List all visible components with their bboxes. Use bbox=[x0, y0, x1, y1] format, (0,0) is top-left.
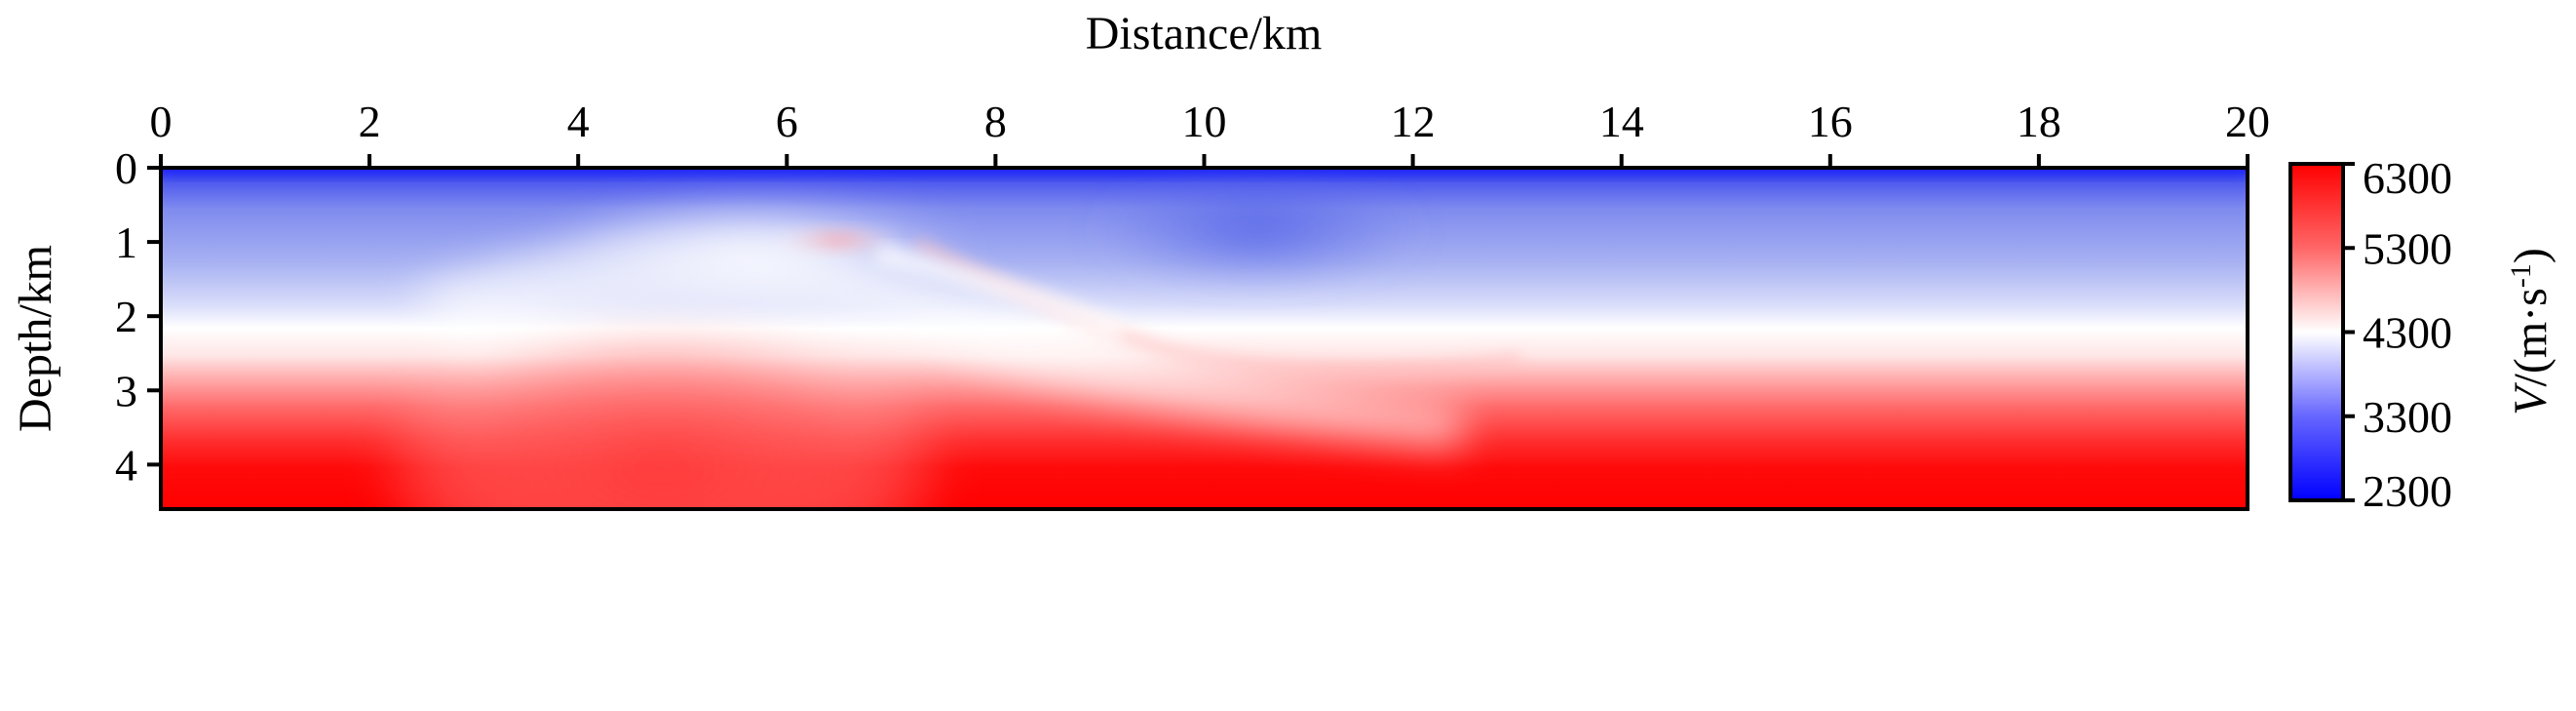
colorbar-label-v: V bbox=[2505, 382, 2557, 415]
high-velocity-lens bbox=[770, 226, 906, 254]
colorbar: 6300 5300 4300 3300 2300 V/(m·s-1) bbox=[2288, 153, 2557, 516]
y-tick-label: 4 bbox=[115, 440, 137, 490]
x-tick-label: 10 bbox=[1182, 97, 1227, 146]
x-tick-label: 4 bbox=[567, 97, 590, 146]
colorbar-tick-label: 6300 bbox=[2363, 153, 2452, 203]
y-axis-title: Depth/km bbox=[10, 245, 61, 432]
colorbar-label-sup: -1 bbox=[2505, 263, 2537, 288]
colorbar-label: V/(m·s-1) bbox=[2505, 248, 2557, 415]
shallow-light-zone bbox=[546, 195, 975, 312]
y-tick-label: 1 bbox=[115, 217, 137, 267]
y-tick-label: 0 bbox=[115, 143, 137, 193]
x-tick-label: 20 bbox=[2225, 97, 2270, 146]
y-tick-label: 3 bbox=[115, 366, 137, 415]
low-velocity-pocket bbox=[1092, 176, 1423, 283]
y-axis: 0 1 2 3 4 bbox=[115, 143, 161, 490]
colorbar-gradient bbox=[2288, 162, 2345, 502]
white-band bbox=[874, 243, 1126, 342]
near-surface-low-velocity-layer bbox=[161, 168, 2248, 179]
colorbar-tick-label: 3300 bbox=[2363, 392, 2452, 442]
colorbar-tick-label: 4300 bbox=[2363, 308, 2452, 358]
colorbar-tick-label: 2300 bbox=[2363, 466, 2452, 516]
x-tick-label: 2 bbox=[359, 97, 381, 146]
colorbar-tick-label: 5300 bbox=[2363, 223, 2452, 273]
y-tick-label: 2 bbox=[115, 292, 137, 341]
x-tick-label: 8 bbox=[984, 97, 1007, 146]
velocity-heatmap bbox=[161, 168, 2248, 509]
x-axis-title: Distance/km bbox=[1086, 8, 1323, 59]
x-tick-label: 14 bbox=[1599, 97, 1644, 146]
x-tick-label: 6 bbox=[776, 97, 798, 146]
x-tick-label: 0 bbox=[150, 97, 173, 146]
colorbar-label-units: /(m·s bbox=[2505, 288, 2557, 386]
x-axis: 0 2 4 6 8 10 12 14 16 18 20 bbox=[150, 97, 2270, 168]
colorbar-ticks: 6300 5300 4300 3300 2300 bbox=[2343, 153, 2452, 516]
x-tick-label: 12 bbox=[1391, 97, 1436, 146]
x-tick-label: 16 bbox=[1808, 97, 1853, 146]
colorbar-label-close: ) bbox=[2505, 248, 2557, 263]
x-tick-label: 18 bbox=[2017, 97, 2061, 146]
high-velocity-dome bbox=[370, 302, 955, 509]
